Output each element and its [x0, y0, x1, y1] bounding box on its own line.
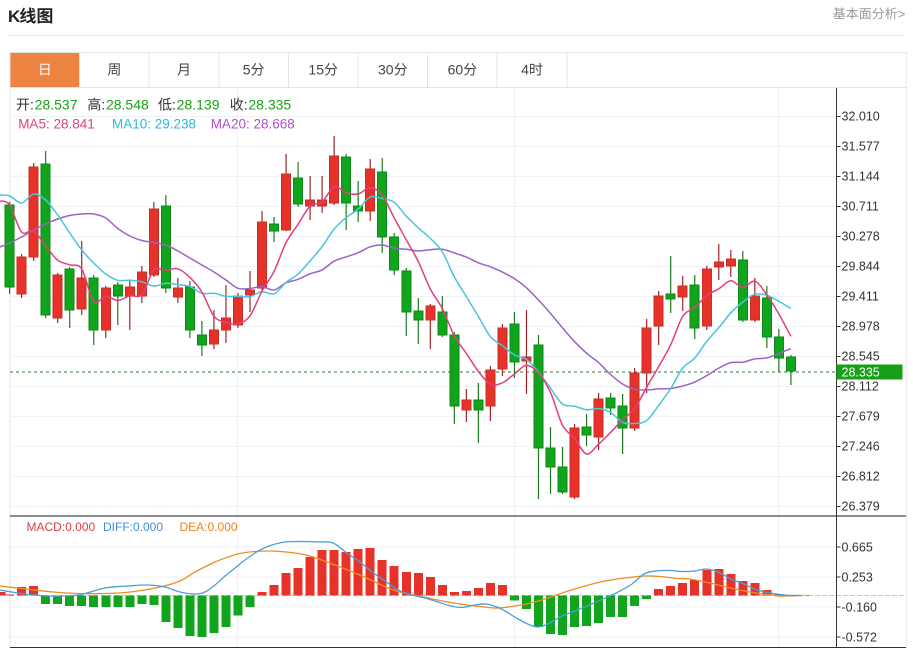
- svg-text:5: 5: [243, 62, 251, 78]
- svg-text:4: 4: [521, 62, 529, 78]
- svg-text:28.335: 28.335: [248, 97, 291, 113]
- svg-text:>: >: [898, 6, 906, 21]
- svg-text:MACD:0.000: MACD:0.000: [27, 520, 96, 534]
- svg-text:28.335: 28.335: [842, 365, 880, 379]
- svg-text:26.812: 26.812: [842, 470, 880, 484]
- svg-text:30.711: 30.711: [842, 200, 879, 214]
- svg-text:MA10: 29.238: MA10: 29.238: [112, 117, 196, 132]
- svg-text::: :: [172, 97, 176, 113]
- svg-text:6: 6: [448, 62, 456, 78]
- svg-text:28.548: 28.548: [106, 97, 149, 113]
- svg-text:5: 5: [316, 62, 324, 78]
- svg-text:30.278: 30.278: [842, 230, 880, 244]
- svg-text:MA20: 28.668: MA20: 28.668: [211, 117, 295, 132]
- svg-text:DEA:0.000: DEA:0.000: [180, 520, 238, 534]
- svg-text:DIFF:0.000: DIFF:0.000: [103, 520, 163, 534]
- svg-text:31.577: 31.577: [842, 140, 880, 154]
- svg-text:32.010: 32.010: [842, 110, 880, 124]
- svg-text:31.144: 31.144: [842, 170, 880, 184]
- svg-text::: :: [101, 97, 105, 113]
- svg-text:K: K: [8, 7, 21, 26]
- svg-text:0.665: 0.665: [842, 540, 873, 554]
- svg-text::: :: [244, 97, 248, 113]
- svg-text:1: 1: [308, 62, 316, 78]
- svg-text:28.545: 28.545: [842, 350, 880, 364]
- svg-text:29.844: 29.844: [842, 260, 880, 274]
- svg-text:26.379: 26.379: [842, 500, 880, 514]
- svg-text:0.253: 0.253: [842, 570, 873, 584]
- svg-text:MA5: 28.841: MA5: 28.841: [18, 117, 95, 132]
- svg-text:27.679: 27.679: [842, 410, 880, 424]
- svg-text:3: 3: [378, 62, 386, 78]
- svg-text:-0.160: -0.160: [842, 600, 877, 614]
- svg-text:28.139: 28.139: [177, 97, 220, 113]
- svg-text:-0.572: -0.572: [842, 630, 877, 644]
- svg-text:28.978: 28.978: [842, 320, 880, 334]
- svg-text:28.112: 28.112: [842, 380, 879, 394]
- svg-text::: :: [30, 97, 34, 113]
- svg-text:28.537: 28.537: [35, 97, 78, 113]
- svg-text:0: 0: [455, 62, 463, 78]
- svg-text:29.411: 29.411: [842, 290, 879, 304]
- svg-text:0: 0: [386, 62, 394, 78]
- svg-text:27.246: 27.246: [842, 440, 880, 454]
